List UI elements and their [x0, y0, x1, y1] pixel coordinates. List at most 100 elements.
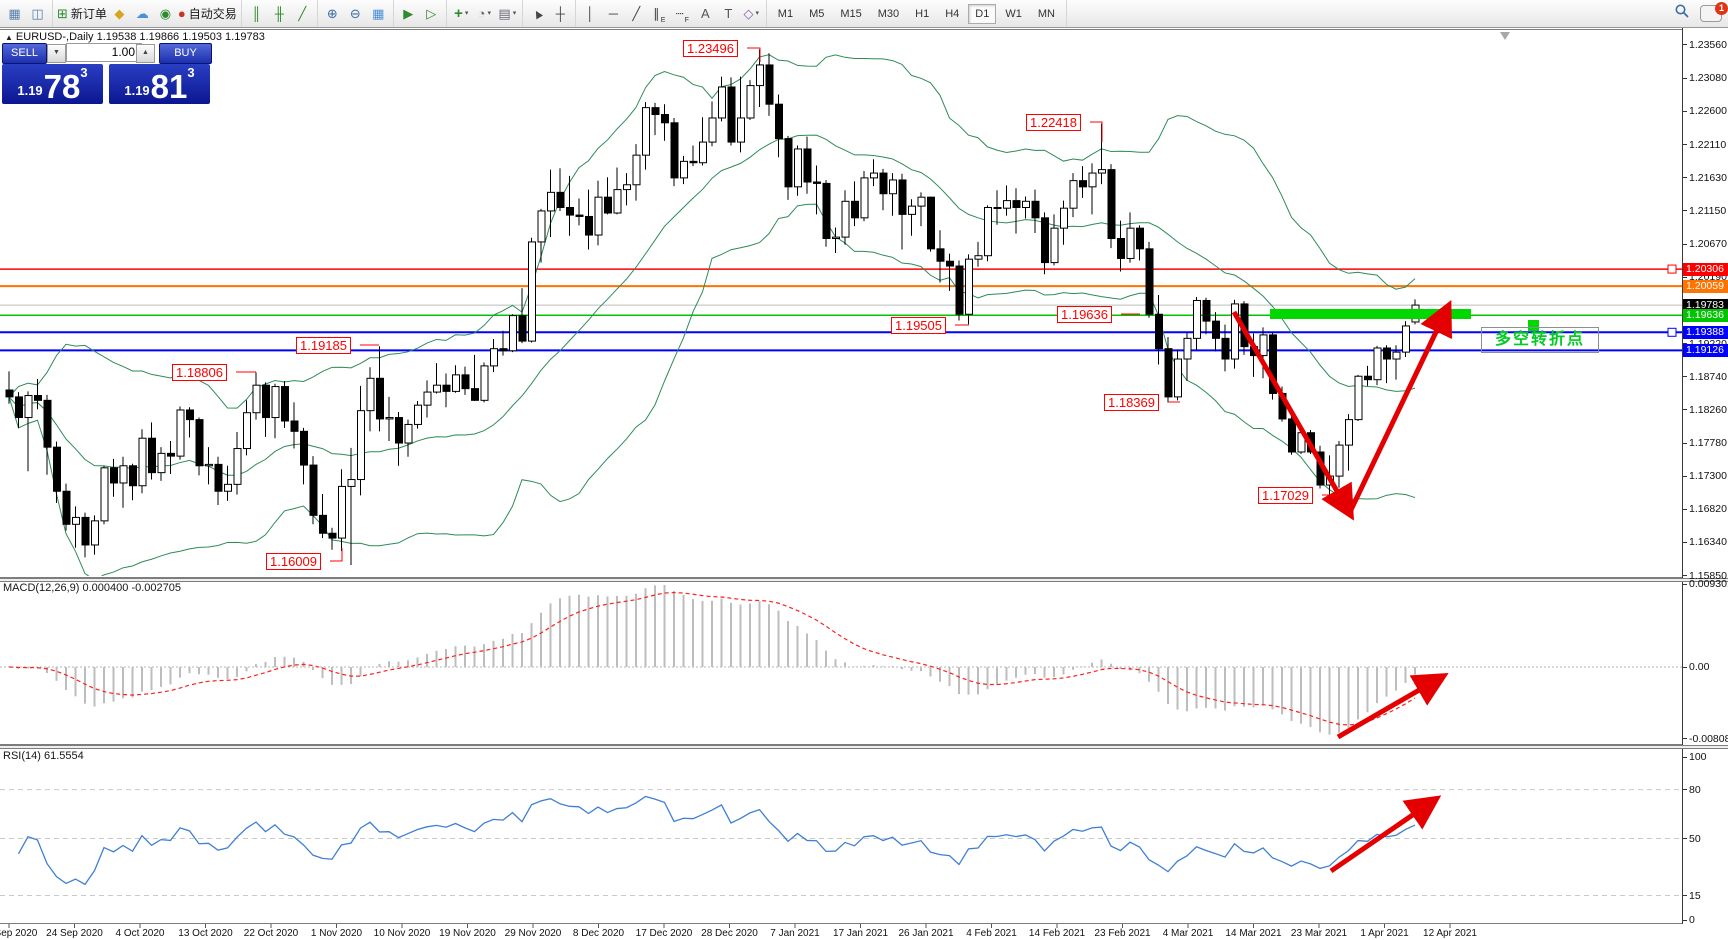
community-chat-icon[interactable]: 1: [1700, 2, 1728, 22]
price-level-label: 1.19636: [1683, 308, 1728, 322]
price-tag[interactable]: 1.23496: [683, 40, 738, 57]
price-tag[interactable]: 1.19185: [296, 337, 351, 354]
line-handle: [1667, 264, 1677, 274]
rsi-tick: 50: [1683, 833, 1701, 845]
autoscroll-icon[interactable]: ▶: [403, 6, 414, 21]
indicators-icon[interactable]: + ▾: [454, 5, 469, 22]
trend-arrows[interactable]: [1231, 299, 1453, 874]
date-label: 13 Oct 2020: [178, 928, 233, 939]
equidistant-channel-icon[interactable]: ∥ E: [653, 6, 666, 24]
price-tag-connectors: [236, 47, 1340, 562]
notification-badge: 1: [1715, 2, 1728, 15]
zoom-in-icon[interactable]: ⊕: [326, 6, 338, 21]
timeframe-h1[interactable]: H1: [915, 7, 930, 20]
main-panel-bottom-border: [0, 577, 1682, 578]
bull-bear-turning-point-note[interactable]: 多空转折点: [1481, 327, 1599, 353]
cursor-icon[interactable]: ▲: [527, 3, 547, 24]
bar-chart-icon[interactable]: ║: [251, 6, 261, 21]
macd-indicator: [0, 585, 1682, 735]
market-cloud-icon[interactable]: ☁: [135, 6, 149, 21]
buy-price-pip: 3: [187, 65, 195, 80]
price-tag[interactable]: 1.22418: [1026, 114, 1081, 131]
price-level-label: 1.20059: [1683, 279, 1728, 293]
timeframe-m30[interactable]: M30: [877, 7, 900, 20]
rsi-tick: 100: [1683, 751, 1707, 763]
rsi-tick: 80: [1683, 784, 1701, 796]
chart-symbol-icon: ▲: [5, 33, 13, 42]
timeframe-w1[interactable]: W1: [1005, 7, 1022, 20]
date-label: 19 Nov 2020: [439, 928, 496, 939]
date-label: 1 Apr 2021: [1360, 928, 1409, 939]
price-level-label: 1.20306: [1683, 262, 1728, 276]
candlestick-series[interactable]: [5, 49, 1420, 566]
print-preview-icon[interactable]: ◫: [31, 6, 44, 21]
text-label-icon[interactable]: T: [724, 6, 733, 21]
price-tag[interactable]: 1.17029: [1258, 487, 1313, 504]
price-tick: 1.17300: [1683, 470, 1727, 482]
date-label: 28 Dec 2020: [701, 928, 758, 939]
price-tick: 1.17780: [1683, 437, 1727, 449]
rsi-tick: 15: [1683, 890, 1701, 902]
macd-tick: -0.008082: [1683, 733, 1728, 745]
horizontal-level-lines[interactable]: [0, 264, 1682, 352]
rsi-indicator: [0, 789, 1682, 897]
price-tag[interactable]: 1.18369: [1104, 394, 1159, 411]
chart-shift-icon[interactable]: ▷: [426, 6, 437, 21]
timeframe-m5[interactable]: M5: [809, 7, 825, 20]
price-tick: 1.21150: [1683, 205, 1726, 217]
price-tag[interactable]: 1.19505: [891, 317, 946, 334]
date-label: 17 Jan 2021: [832, 928, 889, 939]
hline-icon[interactable]: ─: [608, 6, 618, 21]
timeframe-h4[interactable]: H4: [945, 7, 960, 20]
zoom-out-icon[interactable]: ⊖: [349, 6, 361, 21]
trendline-icon[interactable]: ╱: [632, 6, 641, 21]
rsi-panel-splitter[interactable]: [0, 745, 1728, 749]
volume-increase-button[interactable]: ▲: [136, 44, 155, 63]
macd-panel-splitter[interactable]: [0, 578, 1728, 582]
chart-window-icon[interactable]: ▦: [8, 6, 21, 21]
tile-windows-icon[interactable]: ▦: [372, 6, 385, 21]
bollinger-bands: [8, 54, 1416, 576]
price-tag[interactable]: 1.18806: [172, 364, 227, 381]
search-icon[interactable]: [1674, 3, 1690, 24]
candle-chart-icon[interactable]: ╫: [274, 6, 284, 21]
crosshair-icon[interactable]: ┼: [555, 6, 565, 21]
timeframe-d1[interactable]: D1: [968, 3, 997, 24]
date-label: 12 Apr 2021: [1423, 928, 1477, 939]
timeframe-m15[interactable]: M15: [840, 7, 862, 20]
templates-icon[interactable]: ▤ ▾: [498, 6, 517, 21]
vline-icon[interactable]: │: [586, 6, 595, 21]
sell-button[interactable]: SELL: [2, 43, 47, 64]
fibonacci-icon[interactable]: ┈ F: [675, 6, 689, 24]
timeframe-mn[interactable]: MN: [1037, 7, 1055, 20]
date-label: 17 Dec 2020: [635, 928, 693, 939]
one-click-trading-panel: SELL ▼ 1.00 ▲ BUY 1.19 78 3 1.19 81 3: [2, 43, 212, 104]
price-tag[interactable]: 1.16009: [266, 553, 321, 570]
buy-price-display[interactable]: 1.19 81 3: [109, 64, 210, 104]
periods-clock-icon[interactable]: ◔ ▾: [477, 6, 491, 21]
sell-price-small: 1.19: [17, 83, 43, 98]
autotrade-icon[interactable]: ● 自动交易: [177, 6, 237, 21]
price-level-label: 1.19126: [1683, 343, 1728, 357]
price-tick: 1.23560: [1683, 39, 1727, 51]
volume-input[interactable]: 1.00: [66, 43, 142, 62]
shapes-arrows-icon[interactable]: ◇ ▾: [743, 6, 760, 21]
date-label: 7 Jan 2021: [770, 928, 820, 939]
volume-decrease-button[interactable]: ▼: [47, 44, 66, 63]
price-tick: 1.20670: [1683, 238, 1727, 250]
date-label: 29 Nov 2020: [504, 928, 562, 939]
new-order-icon[interactable]: ⊞ 新订单: [57, 6, 107, 21]
timeframe-m1[interactable]: M1: [777, 7, 794, 20]
buy-price-big: 81: [150, 68, 188, 105]
price-tag[interactable]: 1.19636: [1057, 306, 1112, 323]
price-axis-border: [1682, 28, 1683, 924]
history-center-icon[interactable]: ◆: [114, 6, 125, 21]
line-chart-icon[interactable]: ╱: [298, 6, 307, 21]
price-tick: 1.16340: [1683, 536, 1727, 548]
macd-tick: 0.009301: [1683, 578, 1728, 590]
signals-icon[interactable]: ◉: [159, 6, 172, 21]
buy-button[interactable]: BUY: [159, 43, 212, 64]
text-icon[interactable]: A: [700, 6, 710, 21]
sell-price-display[interactable]: 1.19 78 3: [2, 64, 103, 104]
